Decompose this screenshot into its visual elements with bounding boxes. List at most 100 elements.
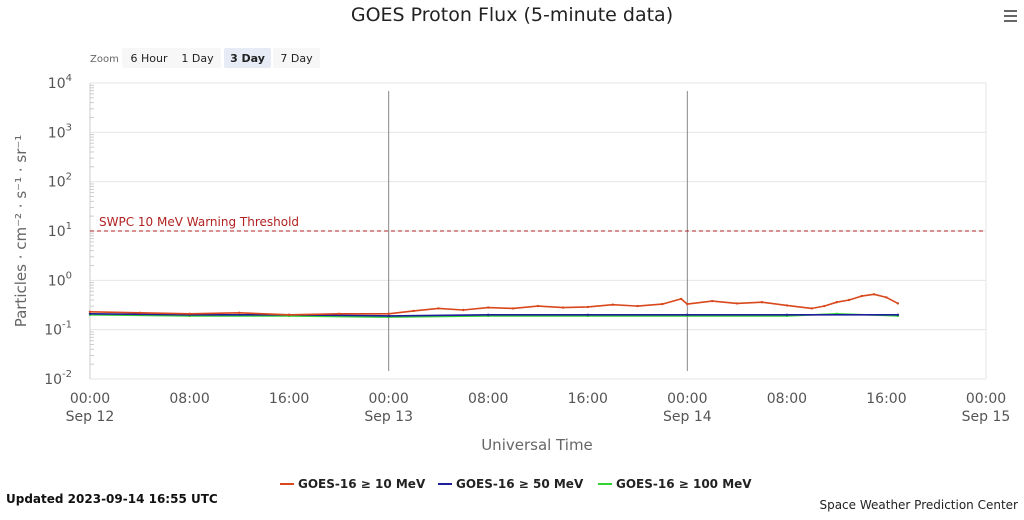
x-tick-date: Sep 12	[66, 409, 115, 425]
legend-item[interactable]: GOES-16 ≥ 10 MeV	[280, 477, 426, 491]
x-tick-time: 08:00	[468, 391, 508, 407]
y-tick-label: 102	[48, 172, 72, 191]
zoom-button-label[interactable]: 3 Day	[230, 52, 265, 65]
y-tick-label: 103	[48, 122, 72, 141]
x-tick-time: 08:00	[767, 391, 807, 407]
x-tick-date: Sep 14	[663, 409, 712, 425]
data-point	[387, 314, 390, 318]
legend-label: GOES-16 ≥ 50 MeV	[456, 477, 584, 491]
chart-title: GOES Proton Flux (5-minute data)	[351, 4, 673, 26]
legend-item[interactable]: GOES-16 ≥ 100 MeV	[598, 477, 752, 491]
y-tick-label: 100	[48, 270, 72, 289]
data-point	[88, 312, 92, 315]
x-tick-time: 16:00	[568, 391, 608, 407]
zoom-button-3-day[interactable]: 3 Day	[224, 48, 271, 68]
data-point	[636, 304, 639, 308]
data-point	[561, 306, 565, 309]
data-point	[785, 304, 789, 307]
y-tick-label: 10-1	[44, 320, 72, 339]
data-point	[686, 302, 689, 306]
zoom-button-label[interactable]: 7 Day	[280, 52, 313, 65]
data-point	[735, 302, 739, 305]
x-tick-time: 00:00	[368, 391, 408, 407]
x-tick-time: 16:00	[269, 391, 309, 407]
data-point	[760, 301, 764, 304]
legend-label: GOES-16 ≥ 10 MeV	[298, 477, 426, 491]
y-tick-base: 10	[44, 372, 62, 388]
data-point	[586, 305, 589, 309]
credit-text: Space Weather Prediction Center	[819, 498, 1018, 512]
data-point	[611, 303, 614, 306]
y-tick-label: 101	[48, 221, 72, 240]
legend: GOES-16 ≥ 10 MeV GOES-16 ≥ 50 MeV GOES-16 …	[280, 477, 752, 491]
zoom-button-bg[interactable]	[224, 48, 271, 68]
x-tick-time: 00:00	[667, 391, 707, 407]
y-tick-label: 10-2	[44, 369, 72, 388]
zoom-button-bg[interactable]	[174, 48, 221, 68]
data-point	[487, 306, 490, 309]
data-point	[686, 313, 689, 316]
zoom-button-6-hour[interactable]: 6 Hour	[122, 48, 176, 68]
data-point	[387, 312, 390, 315]
zoom-button-bg[interactable]	[273, 48, 320, 68]
y-tick-base: 10	[48, 224, 66, 240]
data-point	[337, 312, 341, 315]
x-tick-time: 00:00	[966, 391, 1006, 407]
data-point	[511, 307, 515, 310]
y-tick-base: 10	[48, 125, 66, 141]
y-tick-base: 10	[48, 76, 66, 92]
hamburger-menu-icon[interactable]	[1004, 10, 1017, 22]
y-tick-exponent: 3	[66, 122, 72, 133]
data-point	[860, 294, 863, 298]
data-point	[88, 310, 92, 313]
legend-item[interactable]: GOES-16 ≥ 50 MeV	[438, 477, 584, 491]
threshold-label: SWPC 10 MeV Warning Threshold	[99, 215, 299, 229]
data-point	[462, 308, 465, 312]
x-tick-date: Sep 13	[364, 409, 413, 425]
data-point	[896, 302, 900, 305]
data-point	[536, 304, 540, 308]
data-point	[823, 304, 826, 308]
y-axis-title: Particles · cm⁻² · s⁻¹ · sr⁻¹	[12, 135, 30, 328]
legend-label: GOES-16 ≥ 100 MeV	[616, 477, 752, 491]
data-point	[586, 313, 589, 316]
x-tick-date: Sep 15	[962, 409, 1011, 425]
zoom-label: Zoom	[90, 54, 119, 65]
x-tick-time: 00:00	[70, 391, 110, 407]
plot-area: SWPC 10 MeV Warning Threshold 10-210-110…	[44, 73, 1010, 425]
data-point	[679, 297, 683, 301]
y-tick-exponent: -1	[62, 320, 72, 331]
updated-timestamp: Updated 2023-09-14 16:55 UTC	[6, 492, 218, 506]
zoom-button-label[interactable]: 1 Day	[181, 52, 214, 65]
zoom-button-7-day[interactable]: 7 Day	[273, 48, 320, 68]
zoom-button-bg[interactable]	[122, 48, 176, 68]
x-axis-title: Universal Time	[481, 436, 593, 454]
data-point	[810, 307, 813, 310]
data-point	[412, 309, 415, 313]
data-point	[872, 293, 876, 296]
x-tick-time: 08:00	[169, 391, 209, 407]
y-tick-exponent: -2	[62, 369, 72, 380]
data-point	[188, 312, 191, 315]
y-tick-base: 10	[48, 175, 66, 191]
data-point	[487, 313, 490, 316]
x-tick-time: 16:00	[866, 391, 906, 407]
data-point	[885, 296, 888, 299]
y-tick-exponent: 4	[66, 73, 72, 84]
data-point	[835, 301, 838, 304]
series-line-0	[89, 293, 899, 316]
data-point	[287, 313, 291, 316]
y-tick-label: 104	[48, 73, 72, 92]
data-point	[896, 313, 900, 316]
zoom-button-label[interactable]: 6 Hour	[131, 52, 168, 65]
zoom-button-1-day[interactable]: 1 Day	[174, 48, 221, 68]
data-point	[711, 299, 714, 303]
data-point	[785, 313, 789, 316]
data-point	[661, 302, 664, 306]
y-tick-exponent: 2	[66, 172, 72, 183]
data-point	[437, 307, 440, 310]
y-tick-base: 10	[48, 273, 66, 289]
y-tick-base: 10	[44, 323, 62, 339]
y-tick-exponent: 0	[66, 270, 72, 281]
